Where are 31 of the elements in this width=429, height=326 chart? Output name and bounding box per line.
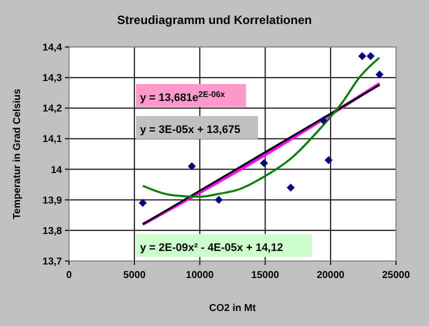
point	[286, 184, 295, 192]
x-axis-title: CO2 in Mt	[209, 303, 256, 314]
y-tick-label: 13,9	[42, 195, 62, 206]
point	[260, 159, 268, 168]
x-tick-label: 25000	[382, 270, 410, 281]
x-tick-label: 10000	[186, 270, 214, 281]
point	[188, 162, 196, 170]
y-tick-label: 14	[50, 164, 62, 176]
point	[324, 156, 333, 164]
x-tick-label: 20000	[316, 270, 345, 281]
point	[138, 198, 147, 207]
annotation: y = 2E-09x² - 4E-05x + 14,12	[140, 242, 284, 254]
point	[319, 116, 328, 124]
y-axis-title: Temperatur in Grad Celsius	[12, 88, 23, 220]
annotation: y = 3E-05x + 13,675	[140, 124, 240, 136]
line-series	[142, 56, 380, 198]
y-tick-label: 14,3	[42, 73, 62, 84]
chart-title: Streudiagramm und Korrelationen	[117, 13, 312, 27]
x-tick-label: 0	[66, 270, 72, 281]
x-tick-label: 5000	[123, 270, 146, 281]
point	[214, 196, 223, 204]
y-tick-label: 14,1	[42, 134, 62, 146]
point	[376, 70, 384, 79]
y-tick-label: 13,7	[42, 256, 62, 268]
point	[366, 52, 375, 60]
annotation: y = 13,681e$^{2E-06x}$	[140, 90, 226, 104]
y-tick-label: 14,4	[42, 42, 62, 54]
y-tick-label: 13,8	[42, 226, 62, 237]
point	[358, 52, 366, 60]
x-tick-label: 15000	[251, 270, 280, 281]
y-tick-label: 14,2	[42, 104, 62, 115]
